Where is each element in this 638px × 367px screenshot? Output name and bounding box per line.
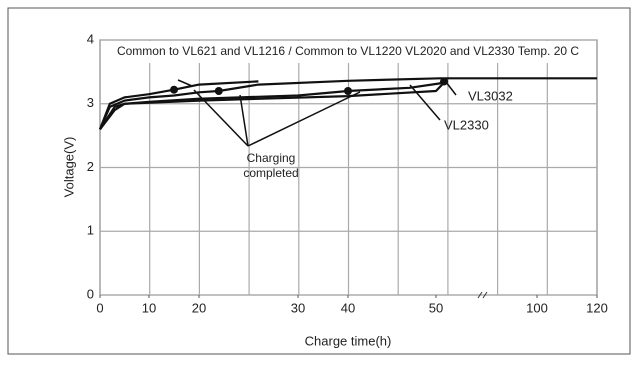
annotation-arrows (177, 79, 457, 147)
x-tick-label: 30 (291, 300, 305, 315)
annotation: Charging (247, 151, 296, 165)
x-tick-label: 120 (586, 300, 608, 315)
title-box (101, 41, 596, 63)
completion-marker (170, 85, 178, 94)
y-tick-label: 4 (87, 31, 94, 46)
series-line (98, 80, 259, 130)
series-line (99, 77, 445, 130)
y-tick-label: 1 (87, 223, 94, 238)
x-tick-label: 0 (96, 300, 103, 315)
completion-marker (214, 87, 223, 95)
annotation: VL3032 (468, 88, 513, 103)
y-axis-label: Voltage(V) (61, 137, 76, 198)
x-tick-label: 20 (192, 300, 206, 315)
y-tick-label: 0 (87, 286, 94, 301)
x-tick-label: 100 (526, 300, 548, 315)
annotation: completed (243, 166, 298, 180)
x-axis-label: Charge time(h) (305, 333, 392, 348)
x-tick-label: 40 (341, 300, 355, 315)
x-tick-label: 10 (142, 300, 156, 315)
frame (7, 7, 631, 355)
series-line (98, 77, 597, 130)
series-line (99, 77, 448, 130)
y-tick-label: 2 (87, 159, 94, 174)
completion-marker (344, 87, 352, 95)
x-tick-label: 50 (429, 300, 443, 315)
completion-marker (440, 77, 449, 86)
axis-break (477, 291, 488, 299)
annotation: VL2330 (444, 117, 489, 132)
plot (98, 77, 597, 130)
y-tick-label: 3 (87, 95, 94, 110)
chart-title: Common to VL621 and VL1216 / Common to V… (117, 44, 579, 58)
